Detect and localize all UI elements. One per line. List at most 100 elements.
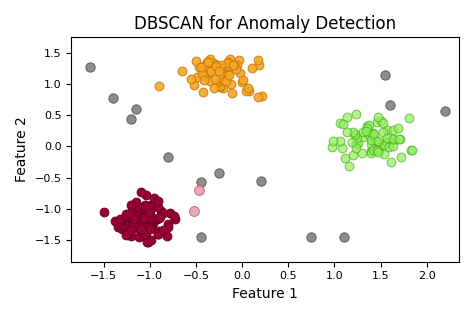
Point: [363, 129, 370, 134]
Point: [338, 145, 346, 150]
Point: [352, 145, 360, 150]
Point: [135, 234, 143, 239]
Point: [138, 215, 146, 220]
Point: [128, 227, 135, 232]
Point: [359, 135, 366, 140]
Point: [245, 86, 252, 91]
Point: [131, 212, 138, 217]
Point: [358, 151, 365, 156]
Point: [117, 218, 125, 223]
Point: [225, 59, 232, 64]
Point: [141, 231, 148, 236]
Point: [204, 60, 212, 65]
Point: [374, 139, 381, 144]
Point: [136, 227, 144, 232]
Point: [206, 78, 214, 83]
Point: [139, 222, 147, 227]
Point: [389, 137, 397, 142]
Point: [341, 155, 348, 160]
Point: [385, 145, 392, 150]
Point: [142, 192, 150, 198]
Point: [155, 83, 163, 88]
Point: [386, 102, 393, 107]
Point: [143, 240, 150, 245]
Point: [368, 137, 375, 142]
Point: [222, 79, 229, 84]
Point: [379, 121, 387, 126]
Point: [129, 222, 137, 227]
Point: [369, 130, 377, 135]
Point: [340, 234, 347, 239]
Point: [128, 224, 136, 229]
Point: [398, 155, 405, 160]
Point: [127, 234, 135, 239]
Point: [147, 226, 155, 231]
Point: [365, 122, 373, 127]
Point: [374, 149, 382, 155]
Point: [395, 137, 403, 142]
Point: [364, 124, 371, 129]
Point: [156, 214, 164, 219]
Point: [222, 63, 229, 68]
Point: [116, 217, 124, 222]
Point: [232, 66, 239, 71]
Point: [187, 76, 195, 82]
Point: [223, 61, 231, 66]
Point: [141, 230, 149, 235]
Point: [159, 211, 167, 216]
Point: [373, 119, 381, 124]
Point: [372, 144, 380, 149]
Point: [369, 147, 377, 152]
Point: [225, 64, 232, 69]
Point: [248, 65, 255, 70]
Point: [157, 209, 165, 214]
Point: [149, 220, 157, 225]
Point: [100, 210, 108, 215]
Title: DBSCAN for Anomaly Detection: DBSCAN for Anomaly Detection: [134, 15, 396, 33]
Point: [225, 22, 232, 27]
Point: [197, 234, 204, 239]
Point: [258, 94, 265, 99]
Point: [122, 233, 129, 238]
Point: [145, 215, 153, 220]
Point: [367, 141, 375, 146]
Point: [155, 215, 163, 220]
Point: [406, 116, 413, 121]
Point: [137, 190, 145, 195]
Point: [151, 196, 158, 201]
Point: [339, 122, 347, 127]
Point: [407, 147, 415, 152]
Point: [368, 131, 375, 137]
Point: [143, 224, 150, 229]
Point: [200, 77, 208, 82]
Point: [201, 73, 209, 78]
Point: [344, 129, 351, 134]
Point: [128, 222, 136, 227]
Point: [145, 205, 153, 210]
Point: [348, 139, 356, 144]
Point: [354, 136, 361, 141]
Point: [140, 215, 148, 220]
Point: [126, 215, 133, 220]
Point: [146, 226, 154, 231]
Point: [242, 88, 249, 93]
Point: [145, 240, 152, 245]
Point: [154, 228, 161, 234]
Point: [199, 69, 207, 74]
Point: [164, 234, 171, 239]
Point: [375, 145, 383, 150]
Point: [396, 136, 404, 141]
Point: [200, 89, 207, 94]
Point: [109, 95, 117, 100]
Point: [216, 78, 224, 83]
Point: [203, 60, 210, 65]
Point: [408, 148, 416, 153]
Point: [127, 202, 135, 207]
Point: [328, 144, 336, 149]
Point: [225, 73, 233, 78]
Point: [195, 64, 203, 70]
Point: [134, 224, 142, 229]
Point: [219, 65, 226, 70]
Point: [237, 70, 244, 75]
Point: [219, 86, 227, 91]
